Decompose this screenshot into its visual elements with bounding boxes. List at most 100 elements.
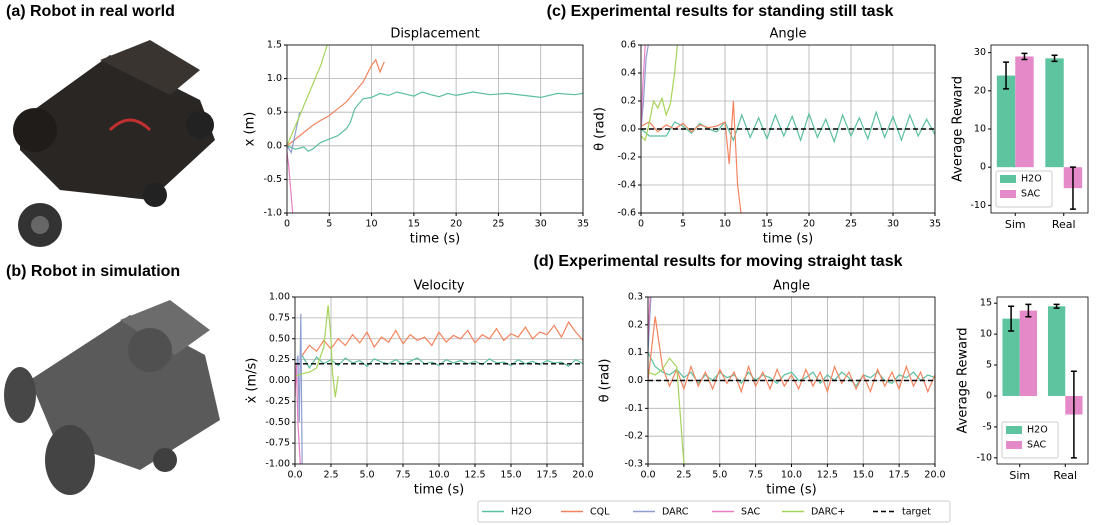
plot-frame [640, 44, 936, 214]
x-tick-label: 30 [887, 219, 899, 230]
panel-title: (a) Robot in real world [6, 3, 175, 20]
y-axis-label: Average Reward [956, 328, 971, 434]
y-tick-label: 0.2 [621, 96, 636, 107]
chart: -0.3 -0.2 -0.1 0.0 0.1 0.2 0.3 0.0 2.5 5.0 7.5 10.0… [598, 279, 946, 498]
series-line [287, 45, 328, 147]
series-line [301, 355, 583, 370]
x-tick-label: 12.5 [817, 470, 838, 481]
plot-frame [996, 296, 1089, 465]
bar [1045, 58, 1064, 168]
x-tick-label: 20 [803, 219, 815, 230]
y-tick-label: -0.75 [265, 438, 290, 449]
x-axis-label: time (s) [410, 232, 460, 247]
error-bar [1003, 61, 1010, 90]
x-tick-label: 2.5 [323, 470, 338, 481]
y-tick-label: 0.2 [628, 319, 643, 330]
chart-title: Angle [770, 27, 807, 42]
legend-label: SAC [741, 507, 761, 518]
x-tick-label: 12.5 [464, 470, 485, 481]
bar [996, 75, 1016, 168]
chart: -0.6 -0.4 -0.2 0.0 0.2 0.4 0.6 0 5 10 15 20 25 30 35 An… [593, 27, 942, 247]
y-tick-label: -0.4 [617, 180, 636, 191]
panel-title: (c) Experimental results for standing st… [547, 3, 894, 20]
series-line [295, 313, 303, 464]
y-tick-label: -0.6 [617, 208, 636, 219]
y-tick-label: 0.25 [269, 354, 290, 365]
series-line [648, 357, 685, 464]
x-tick-label: Real [1053, 469, 1077, 482]
legend-label: DARC+ [811, 507, 845, 518]
robot-photo [13, 40, 215, 247]
x-tick-label: Real [1052, 218, 1076, 231]
x-tick-label: 25 [845, 219, 857, 230]
x-tick-label: 15.0 [500, 470, 521, 481]
series-line [301, 320, 583, 356]
plot-frame [990, 44, 1089, 214]
x-tick-label: 10 [366, 219, 378, 230]
series-line [641, 110, 935, 144]
bar [1015, 56, 1034, 168]
chart-title: Displacement [390, 27, 479, 42]
x-tick-label: 7.5 [395, 470, 410, 481]
legend-label: CQL [590, 507, 610, 518]
series-line [287, 152, 294, 213]
legend-swatch [1006, 441, 1022, 449]
x-tick-label: 17.5 [536, 470, 557, 481]
x-tick-label: 10.0 [781, 470, 802, 481]
x-tick-label: 0.0 [640, 470, 655, 481]
x-tick-label: 17.5 [889, 470, 910, 481]
y-tick-label: -0.2 [617, 152, 636, 163]
y-tick-label: -0.1 [624, 403, 643, 414]
series-line [295, 305, 339, 398]
bar [1019, 310, 1038, 396]
chart: -10 0 10 20 30 Sim Real H2O SAC Average Reward [951, 44, 1089, 231]
x-tick-label: 2.5 [676, 470, 691, 481]
x-tick-label: 0 [638, 219, 644, 230]
y-tick-label: -0.5 [263, 174, 282, 185]
y-tick-label: 30 [974, 47, 986, 58]
y-axis-label: θ (rad) [593, 107, 608, 151]
series-line [287, 91, 583, 152]
series-line [648, 297, 652, 353]
legend-swatch [1000, 190, 1016, 198]
x-tick-label: 35 [577, 219, 589, 230]
y-tick-label: -5 [983, 421, 992, 432]
y-tick-label: 0.1 [628, 347, 643, 358]
panel-title: (b) Robot in simulation [6, 263, 180, 280]
y-axis-label: θ (rad) [598, 359, 613, 403]
error-bar [1070, 370, 1077, 459]
x-tick-label: 5.0 [712, 470, 727, 481]
series-line [641, 45, 646, 130]
y-tick-label: 0.4 [621, 68, 636, 79]
panel-title: (d) Experimental results for moving stra… [534, 253, 903, 270]
error-bar [1008, 305, 1015, 332]
x-axis-label: time (s) [414, 483, 464, 498]
y-axis-label: Average Reward [951, 76, 966, 182]
error-bar [1025, 303, 1032, 318]
chart: -1.00 -0.75 -0.50 -0.25 0.00 0.25 0.50 0.75 1.00… [245, 279, 594, 498]
chart: -10 -5 0 5 10 15 Sim Real H2O SAC Average Reward [956, 296, 1089, 482]
legend-swatch [1006, 426, 1022, 434]
x-tick-label: 20.0 [924, 470, 945, 481]
series-line [641, 45, 649, 130]
legend-label: H2O [1027, 425, 1048, 436]
error-bar [1051, 54, 1058, 63]
legend-label: target [902, 507, 931, 518]
legend: H2O CQL DARC SAC DARC+ target [477, 500, 951, 523]
x-tick-label: 10.0 [428, 470, 449, 481]
x-tick-label: 25 [492, 219, 504, 230]
y-tick-label: 1.5 [267, 40, 282, 51]
error-bar [1069, 166, 1076, 210]
y-tick-label: -0.3 [624, 459, 643, 470]
y-tick-label: 20 [974, 85, 986, 96]
y-tick-label: 0.3 [628, 292, 643, 303]
y-tick-label: -1.0 [263, 208, 282, 219]
legend-swatch [1000, 175, 1016, 183]
plot-frame [647, 296, 936, 465]
x-tick-label: 10 [719, 219, 731, 230]
bar [1047, 306, 1066, 396]
y-tick-label: 0.0 [628, 375, 643, 386]
x-tick-label: 7.5 [748, 470, 763, 481]
y-tick-label: 15 [980, 298, 992, 309]
x-tick-label: 15 [408, 219, 420, 230]
